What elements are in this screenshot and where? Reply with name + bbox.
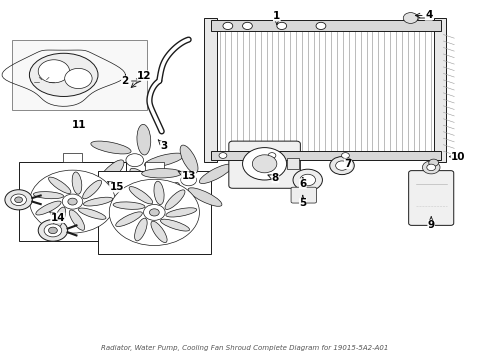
Circle shape — [293, 169, 322, 191]
Circle shape — [126, 154, 144, 167]
Bar — [98, 171, 211, 254]
Text: 13: 13 — [178, 171, 196, 181]
Ellipse shape — [72, 172, 82, 194]
Ellipse shape — [83, 180, 101, 199]
Bar — [211, 20, 441, 31]
Ellipse shape — [180, 145, 198, 173]
FancyBboxPatch shape — [409, 171, 454, 225]
Circle shape — [268, 153, 276, 158]
Text: 12: 12 — [131, 71, 152, 87]
Ellipse shape — [145, 153, 184, 167]
Text: 11: 11 — [72, 120, 87, 130]
Circle shape — [429, 159, 439, 166]
Circle shape — [49, 227, 57, 234]
Ellipse shape — [91, 141, 131, 154]
Bar — [213, 22, 439, 158]
Circle shape — [427, 164, 436, 171]
Ellipse shape — [199, 164, 232, 184]
Bar — [63, 153, 82, 162]
Ellipse shape — [166, 208, 196, 217]
Ellipse shape — [83, 197, 113, 206]
Circle shape — [223, 22, 233, 30]
Text: 8: 8 — [268, 173, 279, 183]
Text: 1: 1 — [273, 11, 280, 24]
Ellipse shape — [36, 201, 61, 215]
Circle shape — [243, 22, 252, 30]
Circle shape — [15, 197, 23, 203]
Ellipse shape — [49, 177, 71, 194]
Ellipse shape — [188, 188, 222, 206]
Ellipse shape — [78, 208, 106, 219]
Bar — [12, 40, 147, 110]
Circle shape — [316, 22, 326, 30]
Circle shape — [65, 68, 92, 89]
Text: 15: 15 — [108, 181, 124, 192]
Text: 4: 4 — [416, 10, 433, 21]
Ellipse shape — [33, 192, 64, 199]
Circle shape — [181, 174, 196, 186]
Bar — [204, 18, 217, 162]
Text: 9: 9 — [428, 217, 435, 230]
Ellipse shape — [129, 186, 153, 204]
Ellipse shape — [130, 168, 158, 193]
Ellipse shape — [137, 124, 151, 155]
Circle shape — [38, 220, 68, 241]
Ellipse shape — [69, 210, 85, 230]
Bar — [287, 158, 299, 169]
Circle shape — [38, 60, 70, 83]
Text: Radiator, Water Pump, Cooling Fan Shroud Complete Diagram for 19015-5A2-A01: Radiator, Water Pump, Cooling Fan Shroud… — [101, 345, 389, 351]
Ellipse shape — [116, 212, 143, 226]
Bar — [434, 18, 446, 162]
Ellipse shape — [98, 160, 124, 186]
Bar — [211, 151, 441, 160]
Ellipse shape — [165, 190, 185, 210]
Ellipse shape — [163, 183, 180, 211]
Text: 10: 10 — [449, 152, 466, 162]
FancyBboxPatch shape — [291, 187, 317, 203]
Text: 5: 5 — [299, 195, 306, 208]
Circle shape — [422, 161, 440, 174]
Circle shape — [11, 194, 26, 206]
Ellipse shape — [154, 181, 164, 204]
Text: 14: 14 — [50, 212, 65, 223]
Ellipse shape — [142, 168, 182, 178]
Circle shape — [68, 198, 77, 205]
Bar — [145, 162, 164, 171]
Circle shape — [219, 153, 227, 158]
Circle shape — [5, 190, 32, 210]
Circle shape — [44, 224, 62, 237]
Ellipse shape — [160, 219, 190, 231]
Text: 3: 3 — [158, 140, 168, 151]
Ellipse shape — [54, 207, 66, 229]
Circle shape — [243, 148, 287, 180]
Bar — [19, 162, 126, 241]
Circle shape — [403, 13, 418, 23]
Text: 7: 7 — [344, 159, 352, 169]
Ellipse shape — [113, 202, 145, 210]
Text: 2: 2 — [122, 76, 141, 86]
Ellipse shape — [29, 53, 98, 96]
Circle shape — [149, 209, 159, 216]
Ellipse shape — [135, 218, 147, 241]
Text: 6: 6 — [299, 177, 306, 189]
Circle shape — [330, 157, 354, 175]
Ellipse shape — [151, 221, 167, 243]
Circle shape — [336, 161, 348, 170]
Circle shape — [300, 174, 316, 186]
Circle shape — [30, 170, 115, 233]
FancyBboxPatch shape — [229, 141, 300, 188]
Circle shape — [277, 22, 287, 30]
Circle shape — [342, 153, 349, 158]
Circle shape — [252, 155, 277, 173]
Circle shape — [62, 194, 83, 209]
Circle shape — [109, 179, 199, 246]
Circle shape — [144, 204, 165, 220]
